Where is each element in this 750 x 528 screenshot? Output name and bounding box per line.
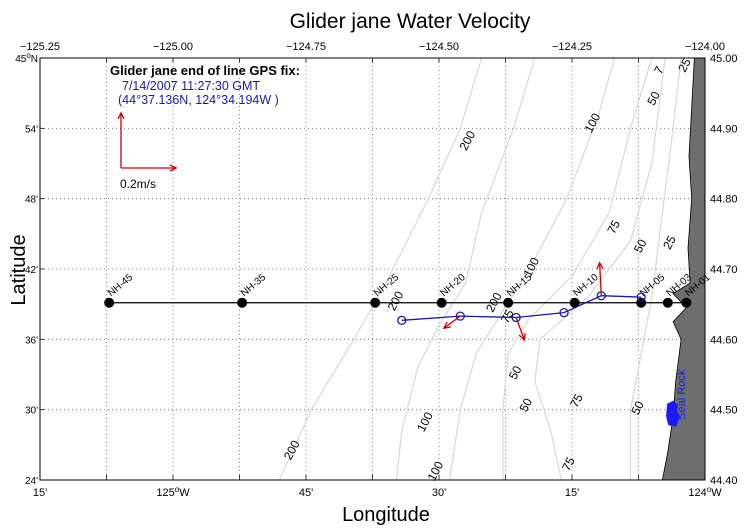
- bathymetry-label: 75: [567, 391, 586, 410]
- right-tick-label: 44.60: [710, 334, 738, 346]
- velocity-vector-head: [518, 333, 526, 342]
- bathymetry-contour-line: [534, 57, 666, 481]
- velocity-vector-shaft: [598, 262, 602, 296]
- top-tick-label: −124.50: [419, 41, 459, 53]
- axis-frame: −125.25 −125.00 −124.75 −124.50 −124.25 −124.…: [15, 41, 737, 499]
- right-tick-label: 44.70: [710, 264, 738, 276]
- seal-rock-label: Seal Rock: [676, 369, 688, 420]
- bathymetry-label: 50: [644, 89, 663, 108]
- seal-rock-shape: [666, 400, 681, 427]
- right-tick-label: 44.90: [710, 123, 738, 135]
- right-tick-label: 44.50: [710, 405, 738, 417]
- left-tick-label: 45oN: [15, 51, 38, 65]
- annotation-datetime: 7/14/2007 11:27:30 GMT: [122, 79, 260, 93]
- bathymetry-label: 25: [660, 233, 679, 252]
- velocity-vector-head: [442, 321, 451, 330]
- map-border: [39, 57, 706, 481]
- bottom-tick-label: 45': [299, 487, 313, 499]
- station-marker: [569, 297, 580, 308]
- left-tick-label: 54': [25, 124, 38, 135]
- left-tick-label: 30': [25, 406, 38, 417]
- right-tick-label: 44.40: [710, 475, 738, 487]
- velocity-vectors: [442, 261, 604, 342]
- bottom-tick-label: 15': [33, 487, 47, 499]
- velocity-vector-head: [596, 261, 604, 270]
- station-marker: [681, 297, 692, 308]
- bottom-tick-label: 125oW: [156, 485, 190, 499]
- right-tick-label: 45.00: [710, 53, 738, 65]
- bathymetry-contour-line: [449, 57, 616, 481]
- glider-waypoint: [397, 315, 407, 325]
- map-grid: [40, 58, 705, 480]
- top-tick-label: −125.25: [20, 41, 60, 53]
- bathymetry-label: 50: [631, 237, 650, 256]
- bathymetry-contour-line: [629, 57, 682, 480]
- station-marker: [436, 297, 447, 308]
- left-tick-label: 24': [25, 476, 38, 487]
- bathymetry-label: 50: [517, 396, 536, 415]
- left-tick-label: 42': [25, 265, 38, 276]
- bathymetry-contour-line: [278, 57, 483, 481]
- bottom-tick-label: 124oW: [688, 485, 722, 499]
- top-tick-label: −124.00: [685, 41, 725, 53]
- velocity-vector: [515, 317, 526, 342]
- figure-title: Glider jane Water Velocity: [290, 10, 531, 33]
- top-tick-label: −125.00: [153, 41, 193, 53]
- station-marker: [237, 297, 248, 308]
- station-marker: [503, 297, 514, 308]
- glider-waypoint: [559, 307, 569, 318]
- bathymetry-label: 75: [559, 455, 578, 474]
- glider-waypoint: [511, 312, 521, 323]
- bathymetry-label: 75: [604, 218, 623, 237]
- scale-arrow-label: 0.2m/s: [120, 177, 156, 191]
- seal-rock-marker: Seal Rock: [666, 369, 688, 427]
- bottom-tick-label: 15': [565, 487, 579, 499]
- velocity-vector: [596, 261, 604, 296]
- annotation-position: (44°37.136N, 124°34.194W ): [118, 93, 279, 107]
- bathymetry-label: 75: [498, 307, 517, 326]
- top-tick-label: −124.25: [552, 41, 592, 53]
- fix-annotation: Glider jane end of line GPS fix: 7/14/20…: [110, 63, 300, 107]
- left-tick-label: 36': [25, 335, 38, 346]
- annotation-header: Glider jane end of line GPS fix:: [110, 63, 300, 78]
- station-marker: [104, 297, 115, 308]
- station-marker: [370, 297, 381, 308]
- bathymetry-label: 50: [628, 398, 647, 417]
- x-axis-label: Longitude: [342, 504, 430, 526]
- scale-arrow-vertical-head: [117, 111, 125, 120]
- glider-track-line: [401, 295, 642, 321]
- scale-arrow: 0.2m/s: [117, 111, 178, 191]
- bathymetry-label: 50: [506, 363, 525, 382]
- bathymetry-contour-line: [502, 57, 653, 480]
- glider-waypoint: [636, 292, 646, 302]
- right-tick-label: 44.80: [710, 194, 738, 206]
- bathymetry-contour-line: [395, 57, 536, 481]
- glider-waypoint: [455, 311, 465, 321]
- bathymetry-label: 25: [675, 56, 694, 75]
- top-tick-label: −124.75: [286, 41, 326, 53]
- velocity-vector-shaft: [515, 317, 526, 341]
- left-tick-label: 48': [25, 195, 38, 206]
- velocity-vector: [442, 315, 461, 330]
- scale-arrow-horizontal-head: [169, 164, 178, 172]
- y-axis-label: Latitude: [8, 234, 30, 305]
- station-marker: [662, 297, 673, 308]
- velocity-vector-shaft: [443, 315, 461, 329]
- bathymetry-contours: [278, 57, 682, 481]
- bottom-tick-label: 30': [432, 487, 446, 499]
